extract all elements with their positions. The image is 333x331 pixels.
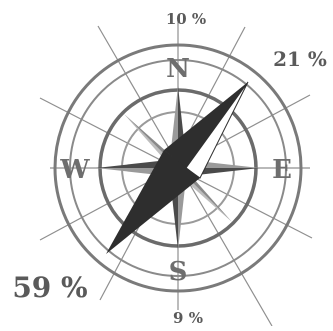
label-south: S: [169, 257, 188, 287]
label-north: N: [166, 54, 190, 84]
pct-south: 9 %: [173, 309, 203, 326]
needle-sw-dark: [106, 150, 200, 254]
pct-north: 10 %: [166, 10, 206, 28]
needle-ne-dark: [164, 82, 248, 168]
pct-north-east: 21 %: [273, 47, 327, 71]
compass-needle: [106, 81, 249, 254]
cardinal-labels: N E S W: [59, 54, 292, 287]
pct-south-west: 59 %: [12, 271, 87, 304]
outer-ring: [53, 43, 303, 293]
second-ring: [69, 59, 287, 277]
label-east: E: [272, 155, 292, 185]
label-west: W: [59, 155, 90, 185]
percentage-labels: 10 % 21 % 59 % 9 %: [12, 10, 327, 327]
